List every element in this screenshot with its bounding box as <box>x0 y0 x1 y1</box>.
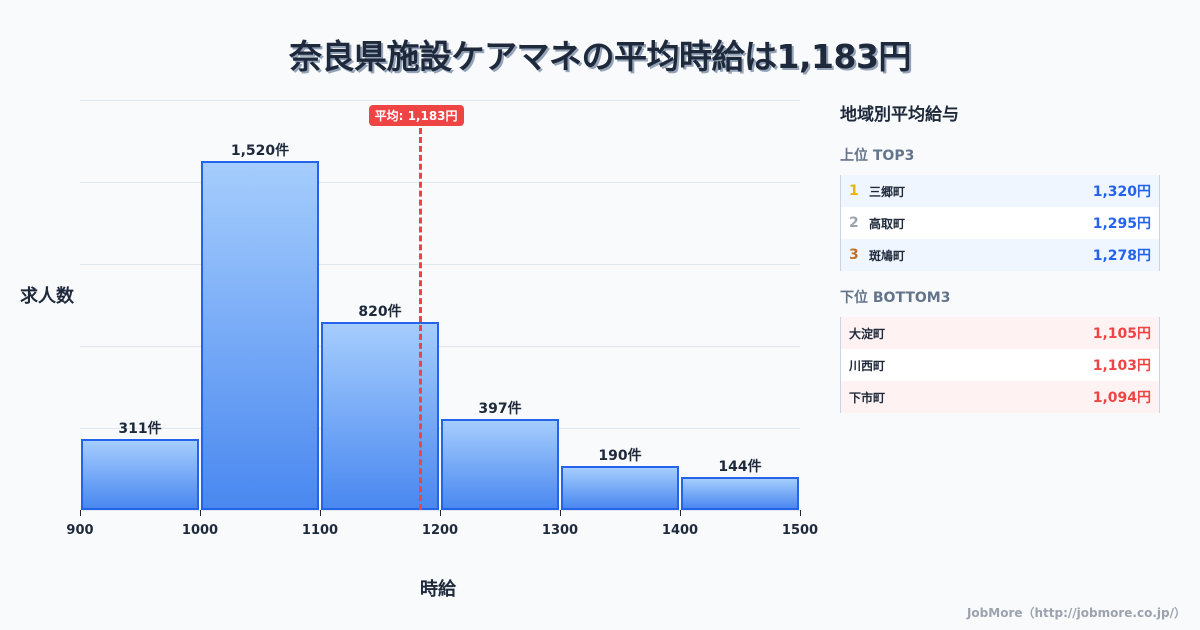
average-badge: 平均: 1,183円 <box>368 105 464 126</box>
x-tick <box>800 510 801 516</box>
bar-value-label: 820件 <box>358 303 402 320</box>
bar-value-label: 1,520件 <box>230 143 290 160</box>
area-value: 1,295円 <box>1092 216 1151 232</box>
x-tick-label: 1000 <box>181 523 219 538</box>
bar-value-label: 311件 <box>118 420 162 437</box>
x-tick-label: 1200 <box>421 523 459 538</box>
x-tick-label: 900 <box>66 523 94 538</box>
x-tick <box>440 510 441 516</box>
bar-value-label: 190件 <box>598 448 642 465</box>
histogram-bar <box>81 438 199 510</box>
area-value: 1,103円 <box>1092 358 1151 374</box>
area-value: 1,105円 <box>1092 326 1151 342</box>
x-axis-title: 時給 <box>420 579 456 600</box>
y-axis-title: 求人数 <box>20 286 74 307</box>
top-section-title: 上位 TOP3 <box>840 148 915 164</box>
bottom-section-title: 下位 BOTTOM3 <box>840 290 951 306</box>
x-tick <box>200 510 201 516</box>
panel-title: 地域別平均給与 <box>840 105 959 125</box>
histogram-bar <box>201 161 319 510</box>
bar-value-label: 144件 <box>718 458 762 475</box>
x-tick-label: 1500 <box>781 523 819 538</box>
x-tick-label: 1300 <box>541 523 579 538</box>
area-value: 1,320円 <box>1092 184 1151 200</box>
ranking-row: 3 斑鳩町 1,278円 <box>841 239 1159 271</box>
ranking-row: 大淀町 1,105円 <box>841 317 1159 349</box>
histogram-bar <box>561 466 679 510</box>
rank-number: 2 <box>849 215 859 231</box>
bottom-ranking-list: 大淀町 1,105円 川西町 1,103円 下市町 1,094円 <box>840 317 1160 413</box>
area-name: 斑鳩町 <box>869 248 906 263</box>
area-name: 高取町 <box>869 216 906 231</box>
regional-salary-panel: 地域別平均給与 上位 TOP3 1 三郷町 1,320円 2 高取町 1,295… <box>840 100 1160 429</box>
gridline <box>80 264 800 265</box>
ranking-row: 川西町 1,103円 <box>841 349 1159 381</box>
rank-number: 3 <box>849 247 859 263</box>
average-line <box>418 128 422 510</box>
area-name: 下市町 <box>849 390 886 405</box>
area-value: 1,094円 <box>1092 390 1151 406</box>
top-ranking-list: 1 三郷町 1,320円 2 高取町 1,295円 3 斑鳩町 1,278円 <box>840 175 1160 271</box>
rank-number: 1 <box>849 183 859 199</box>
footer-credit: JobMore（http://jobmore.co.jp/） <box>966 606 1186 620</box>
bar-value-label: 397件 <box>478 400 522 417</box>
ranking-row: 1 三郷町 1,320円 <box>841 175 1159 207</box>
gridline <box>80 182 800 183</box>
gridline <box>80 100 800 101</box>
page-title: 奈良県施設ケアマネの平均時給は1,183円 <box>289 37 911 76</box>
histogram-bar <box>441 418 559 510</box>
x-tick-label: 1400 <box>661 523 699 538</box>
ranking-row: 下市町 1,094円 <box>841 381 1159 413</box>
x-tick <box>680 510 681 516</box>
x-tick <box>320 510 321 516</box>
area-name: 大淀町 <box>849 326 886 341</box>
x-tick <box>80 510 81 516</box>
histogram-bar <box>681 476 799 510</box>
area-value: 1,278円 <box>1092 248 1151 264</box>
gridline <box>80 428 800 429</box>
area-name: 川西町 <box>849 358 886 373</box>
area-name: 三郷町 <box>869 184 906 199</box>
ranking-row: 2 高取町 1,295円 <box>841 207 1159 239</box>
gridline <box>80 346 800 347</box>
histogram-chart: 求人数 時給 311件 1,520件 820件 397件 190件 144件 900 100… <box>20 100 818 600</box>
x-tick-label: 1100 <box>301 523 339 538</box>
x-tick <box>560 510 561 516</box>
